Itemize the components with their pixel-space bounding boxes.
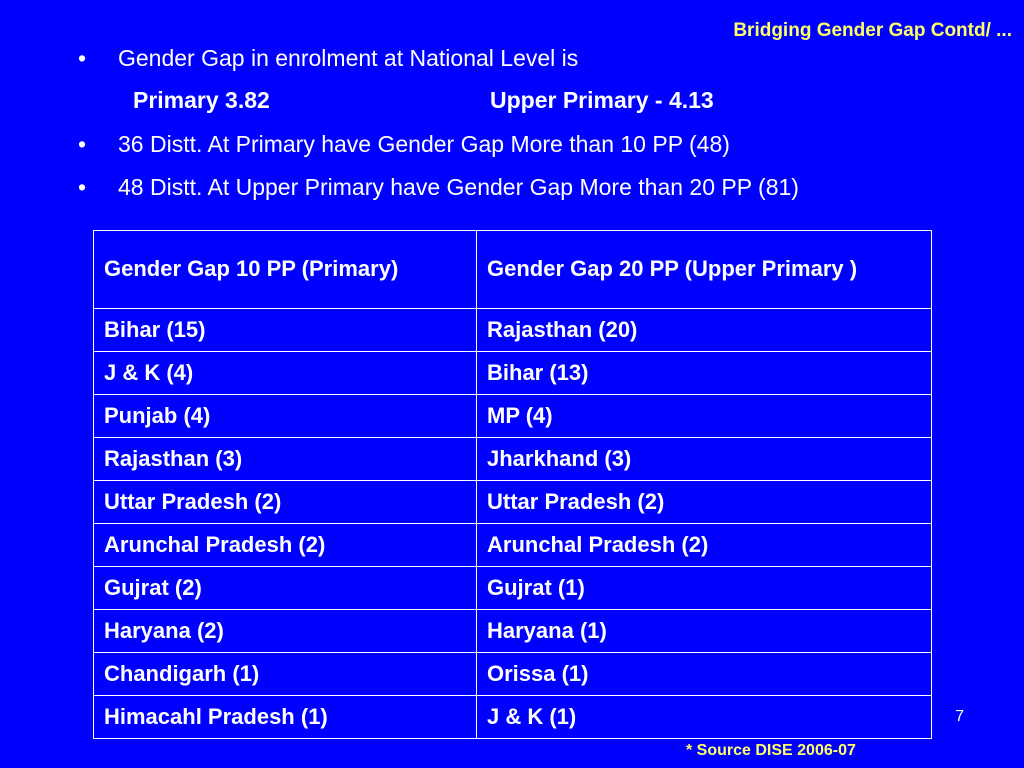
bullet-text: 36 Distt. At Primary have Gender Gap Mor… (118, 131, 730, 157)
table-row: Chandigarh (1) Orissa (1) (93, 652, 932, 696)
table-row: Punjab (4) MP (4) (93, 394, 932, 438)
cell-upper-primary: Rajasthan (20) (476, 308, 932, 352)
table-row: Rajasthan (3) Jharkhand (3) (93, 437, 932, 481)
cell-upper-primary: Bihar (13) (476, 351, 932, 395)
gender-gap-table: Gender Gap 10 PP (Primary) Gender Gap 20… (93, 230, 932, 739)
table-row: Haryana (2) Haryana (1) (93, 609, 932, 653)
table-header-row: Gender Gap 10 PP (Primary) Gender Gap 20… (93, 230, 932, 309)
cell-upper-primary: Uttar Pradesh (2) (476, 480, 932, 524)
cell-primary: Arunchal Pradesh (2) (93, 523, 477, 567)
cell-upper-primary: Orissa (1) (476, 652, 932, 696)
cell-upper-primary: Jharkhand (3) (476, 437, 932, 481)
bullet-text: Gender Gap in enrolment at National Leve… (118, 45, 579, 71)
cell-upper-primary: MP (4) (476, 394, 932, 438)
bullet-upper-primary-districts: • 48 Distt. At Upper Primary have Gender … (78, 176, 799, 199)
cell-primary: Chandigarh (1) (93, 652, 477, 696)
upper-primary-gap-value: Upper Primary - 4.13 (490, 87, 714, 113)
page-number: 7 (955, 708, 964, 725)
table-row: Uttar Pradesh (2) Uttar Pradesh (2) (93, 480, 932, 524)
bullet-marker: • (78, 131, 87, 157)
table-row: Arunchal Pradesh (2) Arunchal Pradesh (2… (93, 523, 932, 567)
cell-primary: J & K (4) (93, 351, 477, 395)
cell-upper-primary: Arunchal Pradesh (2) (476, 523, 932, 567)
slide-title: Bridging Gender Gap Contd/ ... (733, 20, 1012, 41)
table-row: Gujrat (2) Gujrat (1) (93, 566, 932, 610)
cell-upper-primary: J & K (1) (476, 695, 932, 739)
cell-upper-primary: Gujrat (1) (476, 566, 932, 610)
table-row: J & K (4) Bihar (13) (93, 351, 932, 395)
cell-upper-primary: Haryana (1) (476, 609, 932, 653)
bullet-marker: • (78, 174, 87, 200)
cell-primary: Rajasthan (3) (93, 437, 477, 481)
cell-primary: Uttar Pradesh (2) (93, 480, 477, 524)
cell-primary: Punjab (4) (93, 394, 477, 438)
bullet-marker: • (78, 45, 87, 71)
cell-primary: Gujrat (2) (93, 566, 477, 610)
bullet-gender-gap-national: • Gender Gap in enrolment at National Lev… (78, 47, 578, 70)
table-row: Bihar (15) Rajasthan (20) (93, 308, 932, 352)
cell-primary: Himacahl Pradesh (1) (93, 695, 477, 739)
cell-primary: Haryana (2) (93, 609, 477, 653)
primary-gap-value: Primary 3.82 (133, 87, 270, 113)
header-upper-primary: Gender Gap 20 PP (Upper Primary ) (476, 230, 932, 309)
national-gap-values: Primary 3.82 Upper Primary - 4.13 (133, 87, 714, 113)
cell-primary: Bihar (15) (93, 308, 477, 352)
bullet-primary-districts: • 36 Distt. At Primary have Gender Gap Mo… (78, 133, 730, 156)
table-row: Himacahl Pradesh (1) J & K (1) (93, 695, 932, 739)
bullet-text: 48 Distt. At Upper Primary have Gender G… (118, 174, 799, 200)
header-primary: Gender Gap 10 PP (Primary) (93, 230, 477, 309)
source-footnote: * Source DISE 2006-07 (686, 742, 856, 759)
